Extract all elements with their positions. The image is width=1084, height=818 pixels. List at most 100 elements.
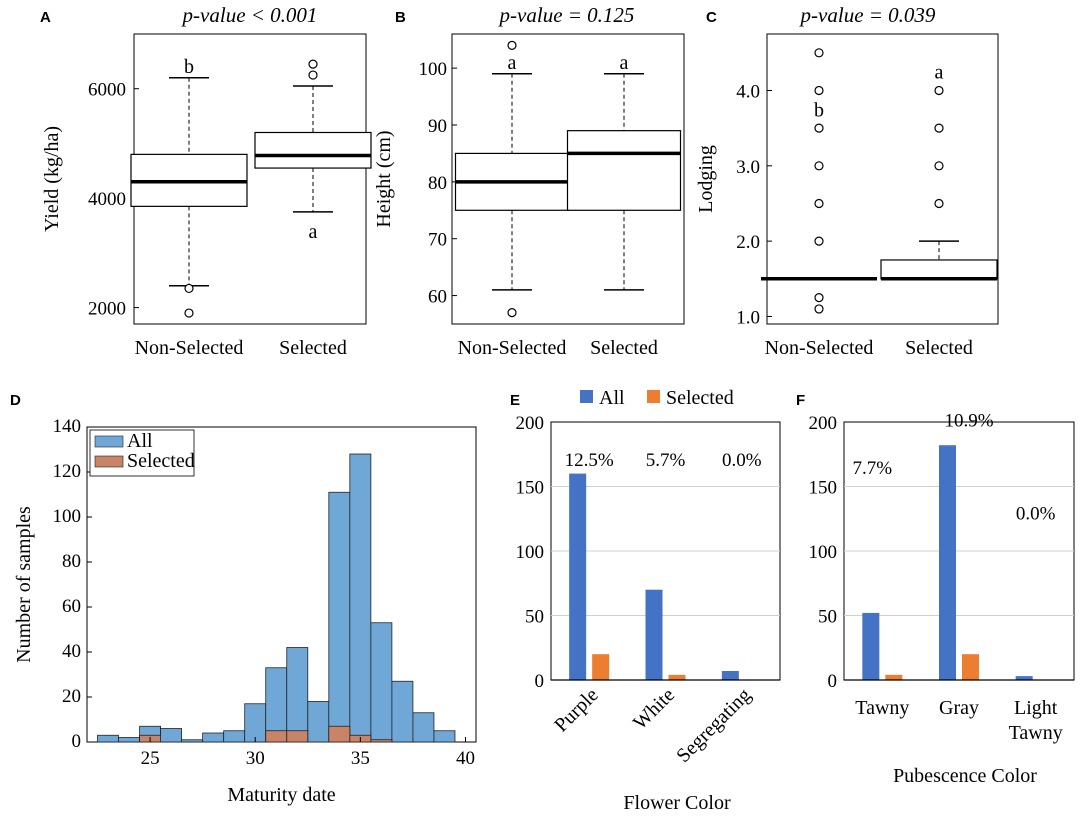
- y-tick-label: 80: [428, 173, 447, 194]
- histogram-bar: [370, 739, 393, 743]
- x-category-label: Selected: [590, 337, 658, 359]
- y-tick-label: 60: [62, 596, 81, 617]
- histogram-bar: [202, 732, 225, 743]
- outlier-point: [184, 308, 194, 318]
- histogram-bar: [433, 730, 456, 743]
- legend-swatch: [647, 390, 660, 403]
- histogram-bar: [244, 703, 267, 743]
- legend-swatch: [94, 435, 124, 448]
- y-tick-label: 150: [809, 478, 838, 499]
- bar-selected: [962, 654, 979, 680]
- y-tick-label: 70: [428, 230, 447, 251]
- histogram-bar: [118, 737, 140, 743]
- x-category-label: Selected: [905, 337, 973, 359]
- histogram-bar: [181, 739, 204, 743]
- y-tick-label: 150: [516, 478, 545, 499]
- y-tick-label: 50: [525, 607, 544, 628]
- y-tick-label: 2000: [88, 299, 126, 320]
- y-tick-label: 4000: [88, 189, 126, 210]
- panel-letter: D: [10, 392, 21, 409]
- x-category-label: Non-Selected: [765, 337, 874, 359]
- outlier-point: [934, 123, 944, 133]
- y-tick-label: 100: [53, 506, 82, 527]
- panel-F: F 0 50 100 150 200 7.7% Tawny 10.9% Gray 0.0% Light…: [796, 392, 1075, 787]
- y-tick-label: 1.0: [736, 307, 760, 328]
- panel-letter: C: [706, 9, 717, 26]
- bar-all: [721, 670, 739, 680]
- outlier-point: [507, 308, 517, 318]
- x-category-label: White: [629, 684, 679, 734]
- outlier-point: [507, 40, 517, 50]
- outlier-point: [814, 198, 824, 209]
- box-selected: a: [254, 59, 372, 243]
- y-tick-label: 100: [809, 542, 838, 563]
- x-category-label: Light: [1014, 697, 1058, 719]
- box-selected: a: [566, 52, 682, 291]
- outlier-point: [934, 198, 944, 209]
- x-axis-label: Flower Color: [623, 792, 731, 814]
- y-tick-label: 20: [62, 686, 81, 707]
- bar-selected: [885, 674, 903, 680]
- x-category-label: Segregating: [672, 684, 755, 767]
- box-iqr: [880, 259, 998, 280]
- histogram-bar: [307, 701, 330, 743]
- histogram-bar: [97, 734, 119, 743]
- outlier-point: [814, 304, 824, 314]
- significance-letter: a: [508, 52, 517, 74]
- box-iqr: [254, 131, 372, 169]
- x-tick-label: 25: [141, 748, 160, 769]
- x-tick-label: 40: [456, 748, 475, 769]
- box-non-selected: a: [454, 40, 570, 318]
- legend-swatch: [94, 455, 124, 468]
- significance-letter: b: [184, 56, 194, 78]
- histogram-bar: [412, 712, 435, 743]
- y-tick-label: 50: [818, 607, 837, 628]
- box-iqr: [566, 130, 682, 211]
- plot-title: p-value < 0.001: [181, 3, 318, 27]
- outlier-point: [814, 161, 824, 171]
- legend-label: All: [599, 387, 625, 409]
- outlier-point: [934, 85, 944, 96]
- y-tick-label: 4.0: [736, 81, 760, 102]
- x-category-label: Selected: [279, 337, 347, 359]
- y-tick-label: 120: [53, 461, 82, 482]
- histogram-bar: [286, 647, 309, 743]
- plot-title: p-value = 0.125: [498, 3, 635, 27]
- x-axis-label: Maturity date: [227, 784, 335, 806]
- histogram-bar: [391, 680, 414, 743]
- x-tick-label: 35: [351, 748, 370, 769]
- bar-all: [569, 473, 587, 680]
- box-selected: a: [880, 62, 998, 281]
- x-category-label: Gray: [939, 697, 979, 719]
- box-non-selected: b: [761, 48, 877, 314]
- bar-all: [645, 589, 663, 680]
- y-tick-label: 80: [62, 551, 81, 572]
- x-category-label: Non-Selected: [458, 337, 567, 359]
- y-axis-label: Yield (kg/ha): [41, 126, 63, 232]
- panel-letter: B: [395, 9, 406, 26]
- legend-swatch: [580, 390, 593, 403]
- significance-letter: a: [309, 221, 318, 243]
- histogram-bar: [349, 453, 372, 743]
- y-tick-label: 40: [62, 641, 81, 662]
- significance-letter: a: [620, 52, 629, 74]
- legend-label: Selected: [127, 450, 195, 472]
- y-tick-label: 6000: [88, 80, 126, 101]
- bar-all: [862, 612, 880, 680]
- significance-letter: b: [814, 99, 824, 121]
- plot-frame: [766, 33, 999, 325]
- y-tick-label: 2.0: [736, 232, 760, 253]
- y-tick-label: 3.0: [736, 157, 760, 178]
- plot-frame: [451, 33, 685, 325]
- outlier-point: [184, 283, 194, 294]
- bar-selected: [592, 654, 610, 680]
- panel-letter: F: [796, 392, 805, 409]
- x-category-label: Tawny: [855, 697, 909, 719]
- y-tick-label: 200: [809, 413, 838, 434]
- x-category-label: Non-Selected: [135, 337, 244, 359]
- bar-selected: [668, 674, 686, 680]
